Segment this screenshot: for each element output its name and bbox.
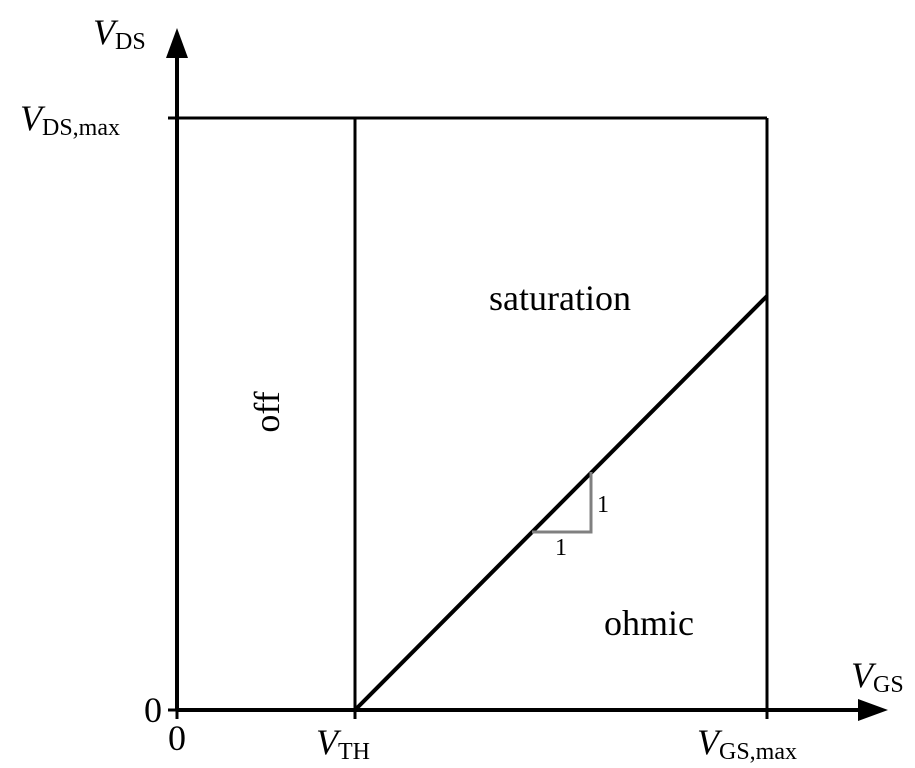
region-label-saturation: saturation — [489, 278, 631, 318]
y-axis-arrowhead — [166, 28, 188, 58]
x-tick-vgs-max-symbol: V — [697, 722, 723, 762]
region-label-ohmic: ohmic — [604, 603, 694, 643]
region-label-off: off — [247, 391, 287, 432]
x-tick-label-vgs-max: VGS,max — [697, 722, 797, 765]
y-tick-label-vds-max: VDS,max — [20, 98, 120, 141]
x-tick-label-vth: VTH — [316, 722, 370, 765]
y-tick-label-zero: 0 — [144, 690, 162, 730]
y-axis-subscript: DS — [115, 29, 146, 55]
x-tick-label-zero: 0 — [168, 718, 186, 758]
y-axis-label: VDS — [93, 12, 146, 55]
x-axis-symbol: V — [851, 655, 877, 695]
x-tick-vth-symbol: V — [316, 722, 342, 762]
y-tick-vds-max-symbol: V — [20, 98, 46, 138]
x-tick-vth-subscript: TH — [338, 739, 370, 765]
slope-triangle — [532, 472, 593, 534]
saturation-ohmic-boundary — [353, 294, 769, 712]
x-axis-subscript: GS — [873, 672, 904, 698]
y-axis-symbol: V — [93, 12, 119, 52]
x-axis-arrowhead — [858, 699, 888, 721]
y-tick-vds-max-subscript: DS,max — [42, 115, 120, 141]
x-tick-vgs-max-subscript: GS,max — [719, 739, 797, 765]
slope-run-label: 1 — [555, 535, 567, 561]
slope-rise-label: 1 — [597, 492, 609, 518]
x-axis-label: VGS — [851, 655, 904, 698]
